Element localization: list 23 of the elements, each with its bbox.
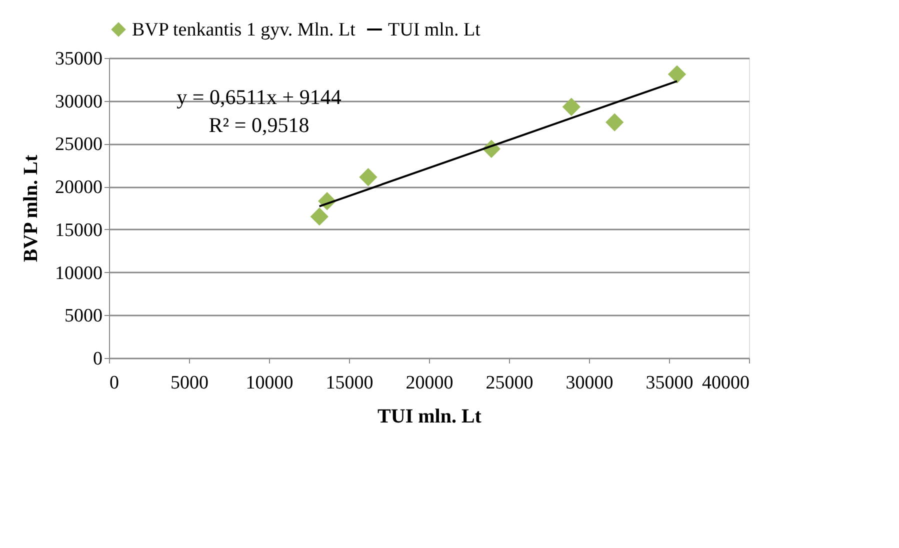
x-tick-label: 10000 [246, 372, 294, 394]
y-tick-label: 20000 [55, 177, 102, 198]
y-tick-label: 30000 [55, 91, 102, 112]
y-tick-label: 25000 [55, 134, 102, 156]
x-tick-label: 40000 [702, 372, 750, 394]
x-tick-label: 15000 [326, 372, 374, 394]
legend-label: TUI mln. Lt [388, 20, 482, 40]
y-tick-label: 35000 [55, 48, 102, 70]
annotation: R² = 0,9518 [208, 113, 310, 137]
y-tick-label: 0 [93, 348, 102, 370]
y-axis-title: BVP mln. Lt [20, 154, 42, 262]
x-tick-label: 25000 [486, 372, 534, 394]
x-tick-label: 5000 [170, 372, 208, 394]
x-tick-label: 20000 [406, 372, 454, 394]
annotation: y = 0,6511x + 9144 [176, 85, 342, 109]
y-tick-label: 5000 [64, 306, 102, 327]
x-tick-label: 0 [110, 372, 119, 394]
x-axis-title: TUI mln. Lt [378, 406, 482, 428]
y-tick-label: 15000 [55, 220, 102, 241]
x-tick-label: 35000 [646, 372, 694, 394]
y-tick-label: 10000 [55, 262, 102, 284]
legend-label: BVP tenkantis 1 gyv. Mln. Lt [132, 20, 356, 40]
x-tick-label: 30000 [566, 372, 614, 394]
